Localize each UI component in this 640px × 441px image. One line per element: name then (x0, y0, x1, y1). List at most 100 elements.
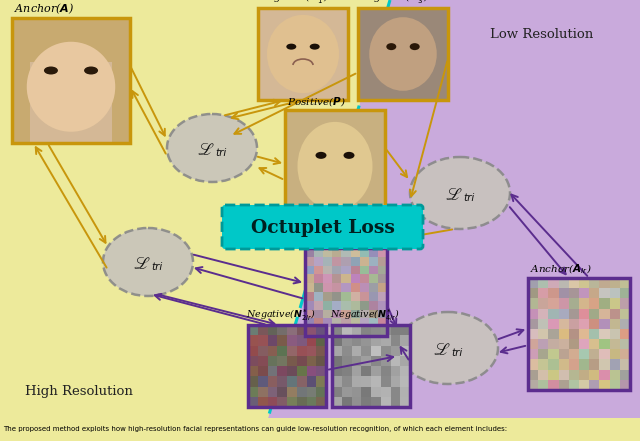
Bar (381, 366, 390, 376)
Bar (287, 335, 297, 345)
Bar (579, 309, 589, 319)
Bar (378, 292, 387, 301)
Bar (287, 386, 297, 397)
Bar (371, 366, 381, 376)
Polygon shape (0, 418, 640, 441)
Bar (378, 265, 387, 274)
Bar (258, 386, 268, 397)
Bar (559, 299, 569, 309)
Bar (307, 366, 316, 376)
Bar (351, 376, 361, 386)
Bar (258, 397, 268, 407)
Bar (12, 18, 29, 143)
Bar (287, 397, 297, 407)
Bar (277, 356, 287, 366)
Bar (620, 288, 630, 299)
Bar (305, 318, 314, 327)
Bar (248, 376, 258, 386)
Bar (610, 370, 620, 380)
Bar (285, 110, 385, 218)
Text: Anchor($\boldsymbol{A}$): Anchor($\boldsymbol{A}$) (14, 1, 74, 16)
Bar (548, 339, 559, 349)
Bar (559, 380, 569, 390)
Bar (248, 356, 258, 366)
Bar (332, 274, 342, 283)
Bar (381, 325, 390, 335)
FancyBboxPatch shape (222, 205, 423, 249)
Bar (314, 265, 323, 274)
Bar (390, 397, 400, 407)
Bar (569, 299, 579, 309)
Ellipse shape (410, 157, 510, 229)
Bar (316, 356, 326, 366)
Bar (620, 319, 630, 329)
Bar (579, 349, 589, 359)
Bar (248, 386, 258, 397)
Text: tri: tri (451, 348, 463, 358)
Bar (268, 356, 277, 366)
Bar (378, 257, 387, 265)
Bar (268, 325, 277, 335)
Bar (360, 283, 369, 292)
Bar (569, 309, 579, 319)
Ellipse shape (267, 15, 339, 93)
Bar (297, 366, 307, 376)
Bar (610, 278, 620, 288)
Bar (569, 319, 579, 329)
Bar (360, 265, 369, 274)
Bar (400, 397, 410, 407)
Bar (297, 345, 307, 356)
Bar (528, 359, 538, 370)
Bar (369, 301, 378, 310)
Bar (305, 265, 314, 274)
Bar (390, 386, 400, 397)
Bar (600, 299, 610, 309)
Bar (369, 318, 378, 327)
Bar (342, 318, 351, 327)
Bar (371, 325, 381, 335)
Bar (600, 359, 610, 370)
Text: Negative($\boldsymbol{N}_{4lr}^*$): Negative($\boldsymbol{N}_{4lr}^*$) (330, 308, 400, 323)
Bar (342, 335, 351, 345)
Ellipse shape (103, 228, 193, 296)
Bar (360, 318, 369, 327)
Bar (360, 310, 369, 318)
Bar (12, 18, 130, 62)
Bar (351, 335, 361, 345)
Bar (351, 345, 361, 356)
Bar (548, 370, 559, 380)
Bar (314, 310, 323, 318)
Bar (390, 356, 400, 366)
Bar (332, 310, 342, 318)
Bar (589, 278, 600, 288)
Ellipse shape (344, 152, 355, 159)
Bar (297, 356, 307, 366)
Bar (589, 339, 600, 349)
Bar (579, 299, 589, 309)
Bar (360, 327, 369, 336)
Bar (589, 370, 600, 380)
Bar (351, 283, 360, 292)
Bar (559, 288, 569, 299)
Bar (268, 397, 277, 407)
Bar (390, 376, 400, 386)
Bar (323, 327, 332, 336)
Bar (361, 376, 371, 386)
Bar (400, 366, 410, 376)
Bar (332, 386, 342, 397)
Bar (351, 327, 360, 336)
Bar (277, 325, 287, 335)
Bar (610, 339, 620, 349)
Ellipse shape (286, 44, 296, 50)
Bar (316, 325, 326, 335)
Ellipse shape (369, 17, 436, 91)
Bar (559, 329, 569, 339)
Bar (528, 319, 538, 329)
Bar (538, 380, 548, 390)
Bar (277, 397, 287, 407)
Bar (528, 309, 538, 319)
Bar (314, 257, 323, 265)
Bar (548, 299, 559, 309)
Bar (610, 309, 620, 319)
Bar (579, 288, 589, 299)
